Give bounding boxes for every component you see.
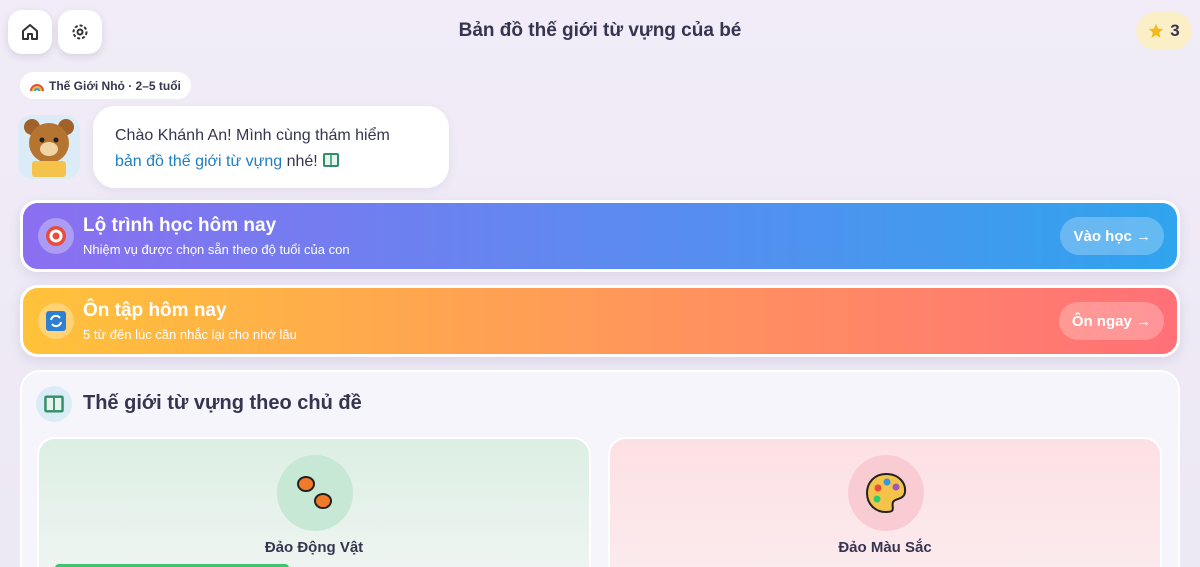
learn-card[interactable]: Lộ trình học hôm nay Nhiệm vụ được chọn … — [20, 200, 1180, 272]
settings-button[interactable] — [58, 10, 102, 54]
card-subtitle: 5 từ đến lúc cần nhắc lại cho nhớ lâu — [83, 327, 297, 342]
paw-icon — [277, 455, 353, 531]
greeting-text: Chào Khánh An! Mình cùng thám hiểm — [115, 127, 390, 144]
target-icon — [38, 218, 74, 254]
island-label: Đảo Màu Sắc — [838, 539, 932, 556]
section-title: Thế giới từ vựng theo chủ đề — [83, 392, 362, 414]
card-button[interactable]: Ôn ngay → — [1058, 302, 1164, 340]
star-count: 3 — [1170, 21, 1180, 40]
card-title: Lộ trình học hôm nay — [83, 215, 277, 236]
greeting-tail: nhé! — [286, 153, 318, 170]
home-icon — [22, 24, 38, 40]
rainbow-icon — [30, 83, 44, 91]
card-title: Ôn tập hôm nay — [83, 300, 227, 321]
card-button[interactable]: Vào học → — [1060, 217, 1164, 255]
island-card[interactable]: Đảo Động Vật — [37, 437, 591, 567]
page-title: Bản đồ thế giới từ vựng của bé — [458, 20, 742, 41]
bear-avatar — [18, 115, 80, 179]
home-button[interactable] — [8, 10, 52, 54]
repeat-icon — [38, 303, 74, 339]
star-icon — [1149, 23, 1164, 38]
book-icon — [323, 153, 340, 167]
star-counter: 3 — [1136, 12, 1192, 50]
island-card[interactable]: Đảo Màu Sắc — [608, 437, 1162, 567]
palette-icon — [848, 455, 924, 531]
island-label: Đảo Động Vật — [264, 539, 364, 556]
review-card[interactable]: Ôn tập hôm nay 5 từ đến lúc cần nhắc lại… — [20, 285, 1180, 357]
progress-bar — [55, 564, 289, 567]
card-subtitle: Nhiệm vụ được chọn sẵn theo độ tuổi của … — [83, 242, 350, 257]
settings-icon — [72, 24, 88, 40]
section-icon — [36, 386, 72, 422]
age-badge: Thế Giới Nhỏ · 2–5 tuổi — [20, 72, 191, 99]
greeting-bubble: Chào Khánh An! Mình cùng thám hiểm bản đ… — [93, 106, 449, 188]
greeting-link[interactable]: bản đồ thế giới từ vựng — [115, 153, 283, 170]
age-badge-text: Thế Giới Nhỏ · 2–5 tuổi — [49, 78, 181, 93]
